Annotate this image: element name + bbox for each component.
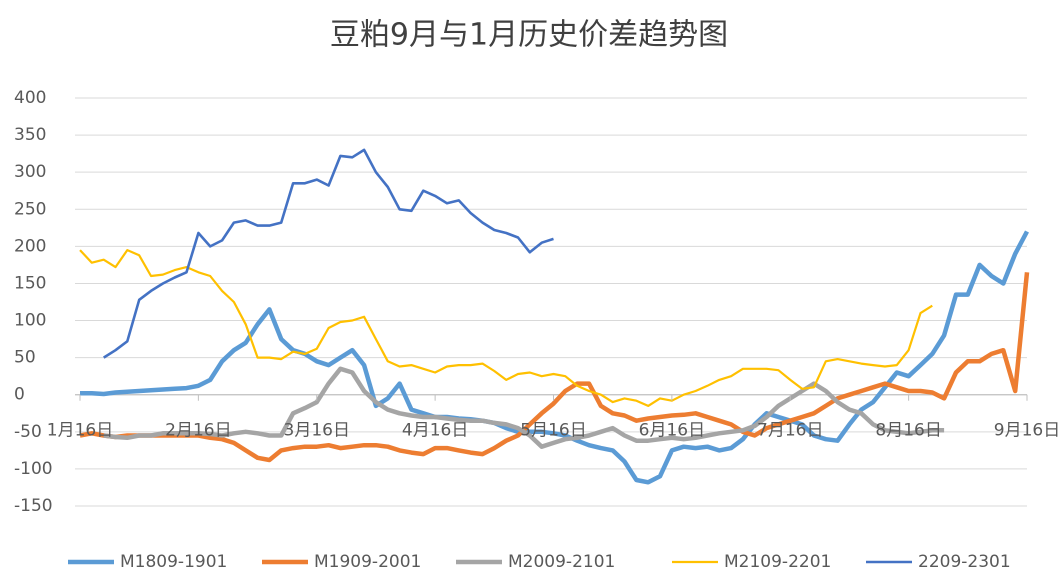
y-tick-label: -100: [14, 459, 53, 479]
series-line: [103, 148, 554, 359]
x-tick-label: 5月16日: [520, 421, 586, 441]
y-tick-label: 300: [14, 162, 46, 182]
x-tick-label: 6月16日: [639, 421, 705, 441]
series-line: [79, 249, 933, 407]
series-line: [103, 366, 945, 449]
legend-label: M1809-1901: [120, 552, 227, 572]
x-tick-label: 9月16日: [994, 421, 1058, 441]
y-tick-label: 0: [14, 385, 25, 405]
y-tick-label: 50: [14, 348, 36, 368]
legend-label: M2109-2201: [724, 552, 831, 572]
y-tick-label: -150: [14, 496, 53, 516]
y-tick-label: 100: [14, 311, 46, 331]
y-tick-label: 250: [14, 199, 46, 219]
legend-label: M2009-2101: [508, 552, 615, 572]
y-tick-label: 400: [14, 88, 46, 108]
y-tick-label: 200: [14, 236, 46, 256]
y-tick-label: 150: [14, 273, 46, 293]
x-tick-label: 2月16日: [165, 421, 231, 441]
x-tick-label: 7月16日: [757, 421, 823, 441]
legend-label: M1909-2001: [314, 552, 421, 572]
legend-label: 2209-2301: [918, 552, 1011, 572]
x-tick-label: 4月16日: [402, 421, 468, 441]
chart-title: 豆粕9月与1月历史价差趋势图: [330, 18, 728, 53]
y-tick-label: 350: [14, 125, 46, 145]
x-tick-label: 8月16日: [875, 421, 941, 441]
series-line: [80, 230, 1029, 485]
series-line: [79, 272, 1030, 463]
y-tick-label: -50: [14, 422, 42, 442]
x-tick-label: 1月16日: [47, 421, 113, 441]
x-tick-label: 3月16日: [284, 421, 350, 441]
